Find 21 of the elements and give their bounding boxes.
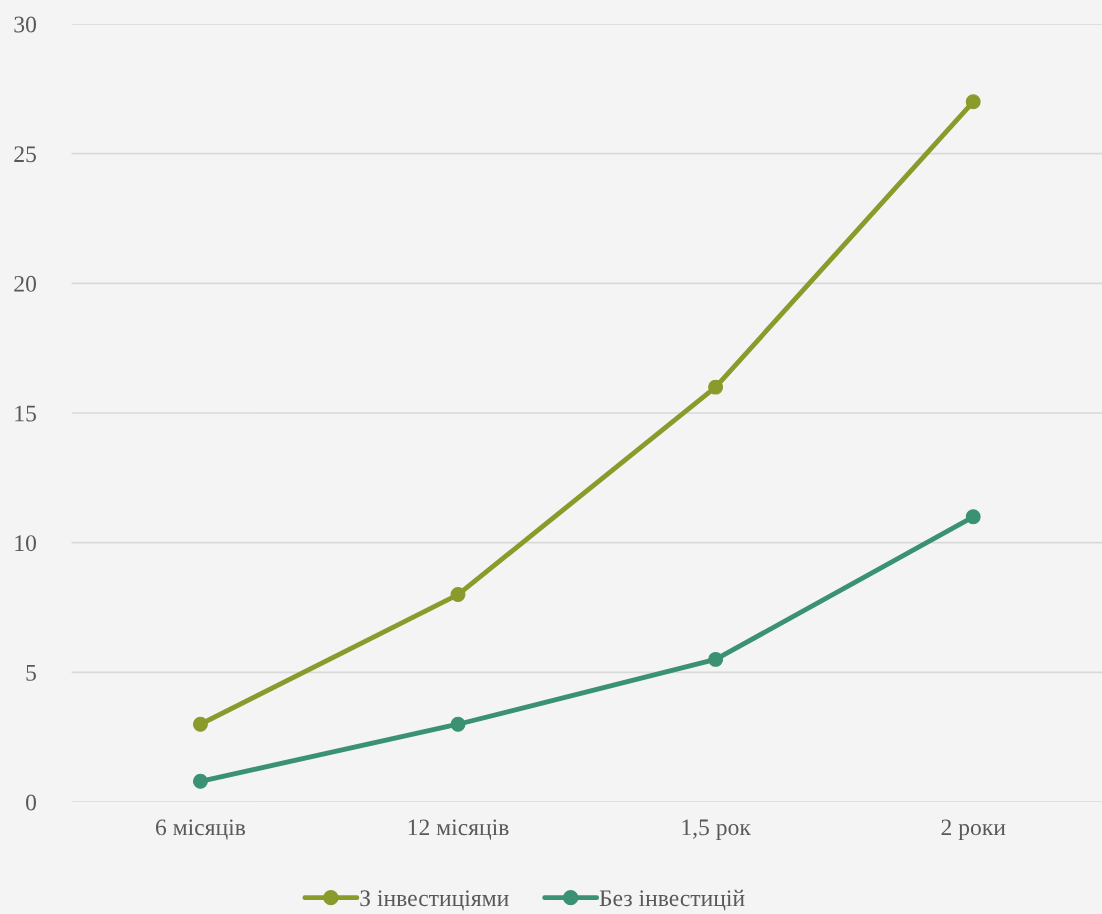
y-tick-label: 10 <box>15 535 37 552</box>
x-tick-label: 1,5 рок <box>682 819 751 841</box>
y-tick-label: 30 <box>14 16 37 33</box>
point <box>450 587 466 603</box>
point <box>192 716 208 732</box>
y-tick-label: 0 <box>26 794 37 811</box>
x-tick-label: 2 роки <box>941 819 1006 841</box>
point <box>965 509 981 525</box>
point <box>708 651 724 667</box>
y-tick-label: 25 <box>14 146 36 163</box>
y-tick-label: 15 <box>15 405 36 422</box>
point <box>708 379 724 395</box>
x-tick-label: 6 місяців <box>155 819 246 840</box>
x-tick-label: 12 місяців <box>408 819 509 840</box>
legend-label: З інвестиціями <box>360 890 509 911</box>
point <box>965 94 981 110</box>
point <box>450 716 466 732</box>
y-tick-label: 5 <box>26 665 36 681</box>
point <box>192 773 208 789</box>
y-tick-label: 20 <box>14 275 37 292</box>
legend-label: Без інвестицій <box>599 889 745 911</box>
